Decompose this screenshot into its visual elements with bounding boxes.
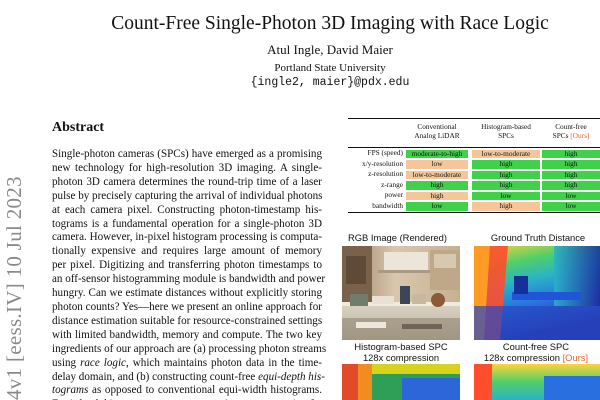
arxiv-stamp: 4v1 [eess.IV] 10 Jul 2023 bbox=[2, 130, 28, 400]
table-top-rule bbox=[348, 118, 600, 119]
table-row-label: z-resolution bbox=[368, 169, 403, 178]
compression-text: 128x compression bbox=[483, 352, 560, 363]
table-cell: high bbox=[406, 180, 468, 190]
table-cell: low-to-moderate bbox=[472, 149, 540, 159]
table-cell: low bbox=[406, 159, 468, 169]
table-row-label: power bbox=[384, 190, 403, 199]
table-bottom-rule bbox=[348, 212, 600, 213]
column-header-line: Conventional bbox=[417, 122, 457, 131]
column-header-count-free-spc: Count-free SPCs [Ours] bbox=[542, 122, 600, 141]
histogram-spc-title-line1: Histogram-based SPC bbox=[354, 341, 448, 352]
abstract-line: with limited bandwidth, memory and compu… bbox=[52, 328, 322, 341]
arxiv-id-text: 4v1 [eess.IV] 10 Jul 2023 bbox=[2, 176, 26, 400]
table-cell: high bbox=[542, 170, 600, 180]
table-cell: moderate-to-high bbox=[406, 149, 468, 159]
paper-email: {ingle2, maier}@pdx.edu bbox=[250, 76, 410, 89]
paper-affiliation: Portland State University bbox=[274, 62, 386, 74]
abstract-line: an off-sensor histogramming module is ba… bbox=[52, 273, 326, 286]
column-header-histogram-spc: Histogram-based SPCs bbox=[472, 122, 540, 140]
histogram-spc-title: Histogram-based SPC 128x compression bbox=[340, 341, 462, 363]
abstract-heading: Abstract bbox=[52, 120, 105, 135]
table-row-label: FPS (speed) bbox=[367, 148, 403, 157]
ground-truth-depth-image bbox=[474, 246, 600, 340]
count-free-spc-title-line1: Count-free SPC bbox=[502, 341, 570, 352]
table-cell: high bbox=[406, 191, 468, 201]
column-header-line: Analog LiDAR bbox=[414, 130, 460, 140]
abstract-line: using race logic, which maintains photon… bbox=[52, 356, 322, 369]
abstract-line: delay domain, and (b) constructing count… bbox=[52, 370, 325, 383]
abstract-line: photon counts? Yes—here we present an on… bbox=[52, 300, 322, 313]
abstract-line: photon 3D camera determines the round-tr… bbox=[52, 175, 322, 188]
table-cell: high bbox=[542, 180, 600, 190]
table-cell: high bbox=[542, 149, 600, 159]
abstract-line: tograms as opposed to conventional equi-… bbox=[52, 384, 322, 397]
table-row-label: z-range bbox=[381, 179, 403, 189]
column-header-analog-lidar: Conventional Analog LiDAR bbox=[406, 122, 468, 140]
column-header-line: SPCs bbox=[498, 130, 514, 140]
abstract-line: hungry. Can we estimate distances withou… bbox=[52, 287, 322, 300]
paper-title: Count-Free Single-Photon 3D Imaging with… bbox=[111, 13, 549, 34]
table-cell: low bbox=[406, 201, 468, 211]
abstract-body: Single-photon cameras (SPCs) have emerge… bbox=[52, 148, 327, 400]
ours-tag: [Ours] bbox=[562, 352, 589, 363]
table-cell: low bbox=[542, 191, 600, 201]
paper-authors: Atul Ingle, David Maier bbox=[267, 42, 393, 57]
abstract-line: ingredients of our approach are (a) proc… bbox=[52, 342, 327, 355]
table-cell: low-to-moderate bbox=[406, 170, 468, 180]
abstract-line: pulse by precisely capturing the arrival… bbox=[52, 189, 323, 202]
table-cell: low bbox=[472, 191, 540, 201]
table-header-rule bbox=[348, 147, 600, 148]
abstract-line: camera. However, in-pixel histogram proc… bbox=[52, 231, 323, 244]
ours-tag: [Ours] bbox=[570, 130, 590, 140]
table-cell: high bbox=[472, 170, 540, 180]
rgb-rendered-image bbox=[342, 246, 460, 340]
abstract-line: per pixel. Digitizing and transferring p… bbox=[52, 259, 322, 272]
rgb-image-title: RGB Image (Rendered) bbox=[347, 232, 447, 243]
column-header-line: Histogram-based bbox=[481, 122, 531, 131]
histogram-spc-title-line2: 128x compression bbox=[362, 352, 440, 363]
abstract-line: distance estimation suitable for resourc… bbox=[52, 314, 323, 327]
count-free-spc-title: Count-free SPC 128x compression [Ours] bbox=[472, 341, 600, 363]
abstract-line: tionally expensive and requires large am… bbox=[52, 245, 322, 258]
histogram-spc-depth-image bbox=[342, 364, 460, 400]
abstract-line: Equi-depth histograms are a more succinc… bbox=[52, 398, 323, 400]
count-free-spc-title-line2: 128x compression [Ours] bbox=[472, 352, 600, 363]
table-cell: high bbox=[472, 180, 540, 190]
table-cell: high bbox=[472, 159, 540, 169]
table-cell: high bbox=[542, 159, 600, 169]
table-row-label: x/y-resolution bbox=[362, 158, 403, 168]
abstract-line: new technology for high-resolution 3D im… bbox=[52, 161, 322, 174]
table-row-label: bandwidth bbox=[372, 200, 403, 210]
column-header-line: SPCs [Ours] bbox=[542, 130, 600, 141]
abstract-line: tograms is a fundamental operation for a… bbox=[52, 217, 322, 230]
table-cell: low bbox=[542, 201, 600, 211]
count-free-spc-depth-image bbox=[474, 364, 600, 400]
table-cell: high bbox=[472, 201, 540, 211]
column-header-word: SPCs bbox=[552, 130, 569, 140]
abstract-line: Single-photon cameras (SPCs) have emerge… bbox=[52, 148, 322, 160]
column-header-line: Count-free bbox=[555, 122, 587, 131]
abstract-line: at each camera pixel. Constructing photo… bbox=[52, 203, 322, 216]
ground-truth-title: Ground Truth Distance bbox=[490, 232, 586, 243]
